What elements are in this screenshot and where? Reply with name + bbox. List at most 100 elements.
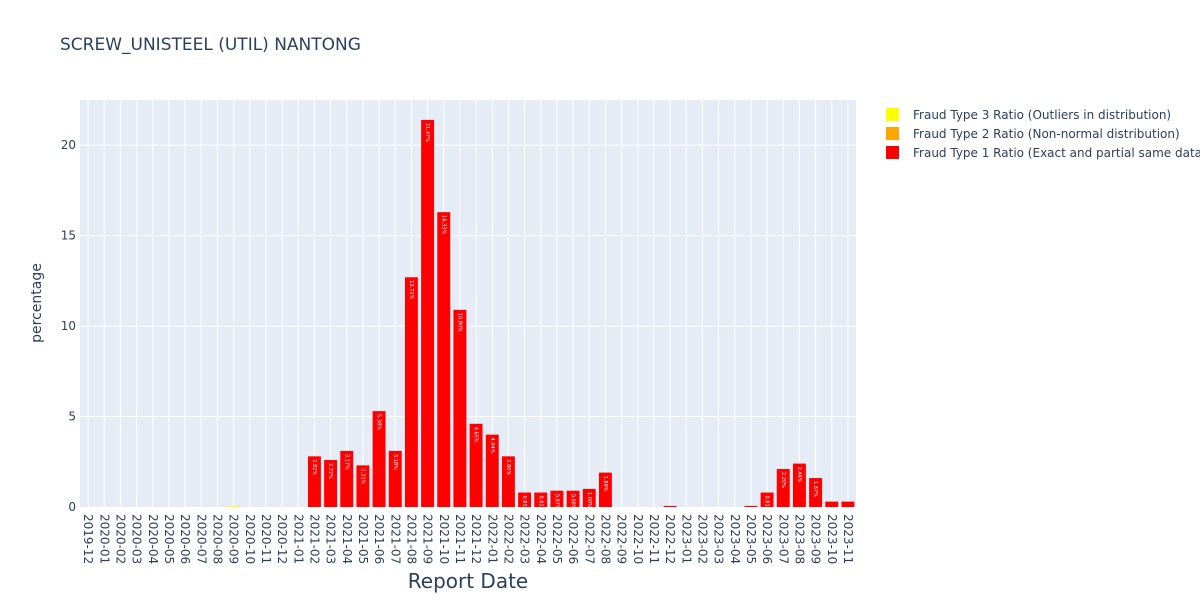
x-tick-label: 2022-09 [615,514,629,564]
x-axis-title: Report Date [408,569,528,593]
bar [809,478,823,507]
x-tick-label: 2021-12 [469,514,483,564]
bar [566,490,580,507]
bar-value-label: 5.38% [376,414,382,430]
x-tick-label: 2020-02 [113,514,127,564]
bar [550,490,564,507]
x-tick-label: 2023-05 [744,514,758,564]
x-tick-label: 2022-04 [534,514,548,564]
bar [453,309,467,507]
bar-value-label: 4.04% [489,438,495,454]
bar [421,119,435,508]
y-tick-label: 5 [68,410,76,424]
bar-value-label: 1.89% [602,476,608,492]
bar-value-label: 2.80% [505,459,511,475]
bar [744,505,758,507]
bar [598,472,612,507]
legend-swatch [886,108,899,121]
x-tick-label: 2022-07 [582,514,596,564]
x-axis-ticks: 2019-12 2020-01 2020-02 2020-03 2020-04 2020-… [81,514,855,564]
x-tick-label: 2022-05 [550,514,564,564]
bar-value-label: 2.20% [780,472,786,488]
y-axis-title: percentage [29,263,45,343]
x-tick-label: 2021-10 [437,514,451,564]
bar [437,212,451,507]
bar-value-label: 0.81% [764,496,770,512]
x-tick-label: 2021-02 [307,514,321,564]
x-tick-label: 2020-12 [275,514,289,564]
x-tick-label: 2021-09 [421,514,435,564]
legend-swatch [886,146,899,159]
bar [388,450,402,507]
x-tick-label: 2021-08 [404,514,418,564]
bar-value-label: 3.18% [392,454,398,470]
legend-label[interactable]: Fraud Type 3 Ratio (Outliers in distribu… [913,108,1171,122]
bar-value-label: 4.65% [473,427,479,443]
x-tick-label: 2021-05 [356,514,370,564]
bar-value-label: 3.17% [343,454,349,470]
bar [501,456,515,507]
x-tick-label: 2020-06 [178,514,192,564]
bar-value-label: 12.72% [408,280,414,299]
bar [534,492,548,507]
bar [356,465,370,507]
bar [372,411,386,507]
bar-value-label: 0.87% [553,494,559,510]
y-tick-label: 0 [68,500,76,514]
x-tick-label: 2023-10 [825,514,839,564]
bar-value-label: 2.82% [311,459,317,475]
legend: Fraud Type 3 Ratio (Outliers in distribu… [886,108,1200,160]
y-tick-label: 15 [61,229,76,243]
bar [760,492,774,507]
bar-value-label: 2.31% [359,468,365,484]
bar [404,277,418,507]
x-tick-label: 2020-10 [243,514,257,564]
x-tick-label: 2022-10 [631,514,645,564]
x-tick-label: 2022-08 [598,514,612,564]
x-tick-label: 2021-04 [340,514,354,564]
bar [469,423,483,507]
x-tick-label: 2023-01 [679,514,693,564]
x-tick-label: 2022-12 [663,514,677,564]
bar-value-label: 1.67% [812,481,818,497]
x-tick-label: 2022-06 [566,514,580,564]
x-tick-label: 2023-08 [792,514,806,564]
bar [227,506,241,507]
bar [663,505,677,507]
x-tick-label: 2023-04 [728,514,742,564]
bars: 2.82% 2.72% 3.17% 2.31% 5.38% 3.18% 12.72% 21.4… [227,119,855,512]
x-tick-label: 2022-11 [647,514,661,564]
x-tick-label: 2020-09 [227,514,241,564]
bar [340,450,354,507]
x-tick-label: 2020-05 [162,514,176,564]
x-tick-label: 2023-03 [712,514,726,564]
bar [776,469,790,507]
x-tick-label: 2023-11 [841,514,855,564]
legend-label[interactable]: Fraud Type 1 Ratio (Exact and partial sa… [913,146,1200,160]
bar-value-label: 0.88% [570,494,576,510]
bar [324,459,338,507]
x-tick-label: 2022-02 [501,514,515,564]
x-tick-label: 2023-09 [809,514,823,564]
x-tick-label: 2021-06 [372,514,386,564]
bar [518,492,532,507]
bar-value-label: 16.33% [440,215,446,234]
x-tick-label: 2023-02 [695,514,709,564]
x-tick-label: 2023-06 [760,514,774,564]
bar-value-label: 2.72% [327,463,333,479]
x-tick-label: 2020-07 [194,514,208,564]
x-tick-label: 2019-12 [81,514,95,564]
x-tick-label: 2021-03 [324,514,338,564]
bar [841,501,855,507]
bar-value-label: 21.47% [424,123,430,142]
bar [582,488,596,507]
bar-value-label: 0.81% [521,496,527,512]
y-axis-ticks: 0 5 10 15 20 [61,138,76,514]
y-tick-label: 20 [61,138,76,152]
legend-swatch [886,127,899,140]
bar-value-label: 2.46% [796,467,802,483]
x-tick-label: 2021-01 [291,514,305,564]
legend-label[interactable]: Fraud Type 2 Ratio (Non-normal distribut… [913,127,1180,141]
bar-value-label: 10.90% [456,313,462,332]
